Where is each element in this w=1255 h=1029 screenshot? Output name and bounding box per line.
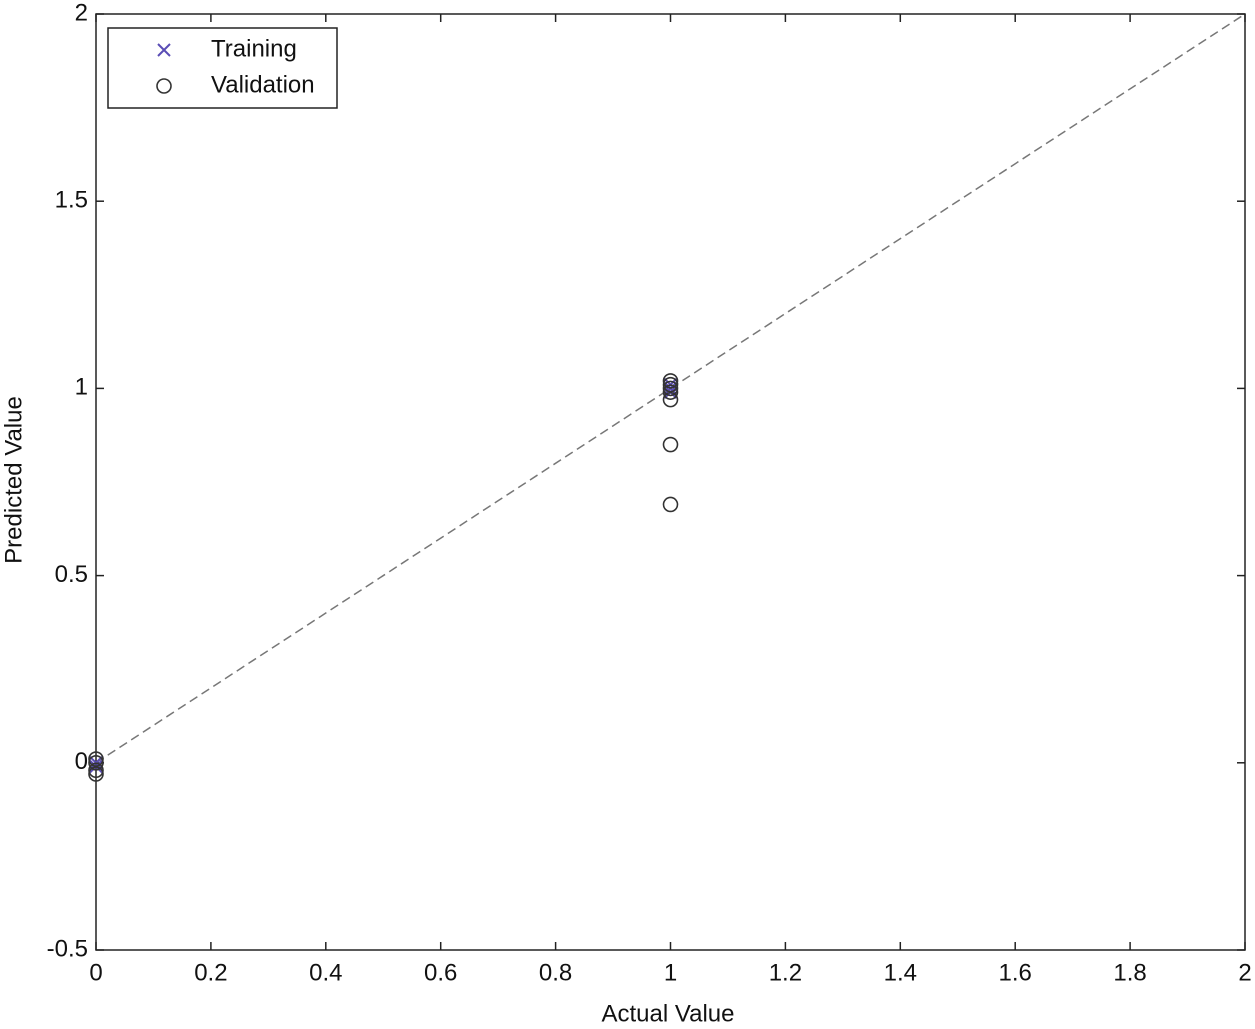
x-tick-label: 2	[1238, 959, 1251, 986]
x-tick-label: 0.8	[539, 959, 572, 986]
y-tick-label: 1.5	[55, 187, 88, 214]
x-tick-label: 0	[89, 959, 102, 986]
validation-point	[662, 373, 679, 389]
x-tick-label: 1	[664, 959, 677, 986]
validation-point	[662, 384, 679, 400]
x-tick-label: 1.4	[884, 959, 917, 986]
x-tick-label: 1.8	[1113, 959, 1146, 986]
x-tick-label: 0.6	[424, 959, 457, 986]
y-tick-label: 0.5	[55, 561, 88, 588]
x-tick-label: 1.2	[769, 959, 802, 986]
validation-point	[662, 391, 679, 408]
x-tick-label: 0.4	[309, 959, 342, 986]
legend-label: Validation	[211, 71, 315, 98]
validation-point	[662, 376, 679, 393]
x-axis-label: Actual Value	[602, 1000, 735, 1027]
y-axis-label: Predicted Value	[0, 396, 27, 564]
x-tick-label: 0.2	[194, 959, 227, 986]
identity-line	[95, 13, 1246, 764]
validation-point	[662, 496, 679, 513]
legend-marker	[157, 43, 171, 57]
legend-marker	[156, 78, 172, 94]
y-tick-label: 2	[75, 0, 88, 26]
y-tick-label: 0	[75, 748, 88, 775]
x-tick-label: 1.6	[999, 959, 1032, 986]
validation-point	[662, 436, 679, 453]
plot-area	[95, 13, 1246, 951]
legend: Training Validation	[107, 27, 338, 109]
y-tick-label: 1	[75, 374, 88, 401]
validation-point	[88, 751, 104, 767]
validation-point	[662, 380, 679, 397]
validation-point	[88, 754, 104, 771]
legend-box	[107, 27, 338, 109]
validation-point	[88, 766, 104, 782]
validation-point	[88, 762, 104, 779]
legend-label: Training	[211, 35, 297, 62]
y-tick-label: -0.5	[47, 935, 88, 962]
